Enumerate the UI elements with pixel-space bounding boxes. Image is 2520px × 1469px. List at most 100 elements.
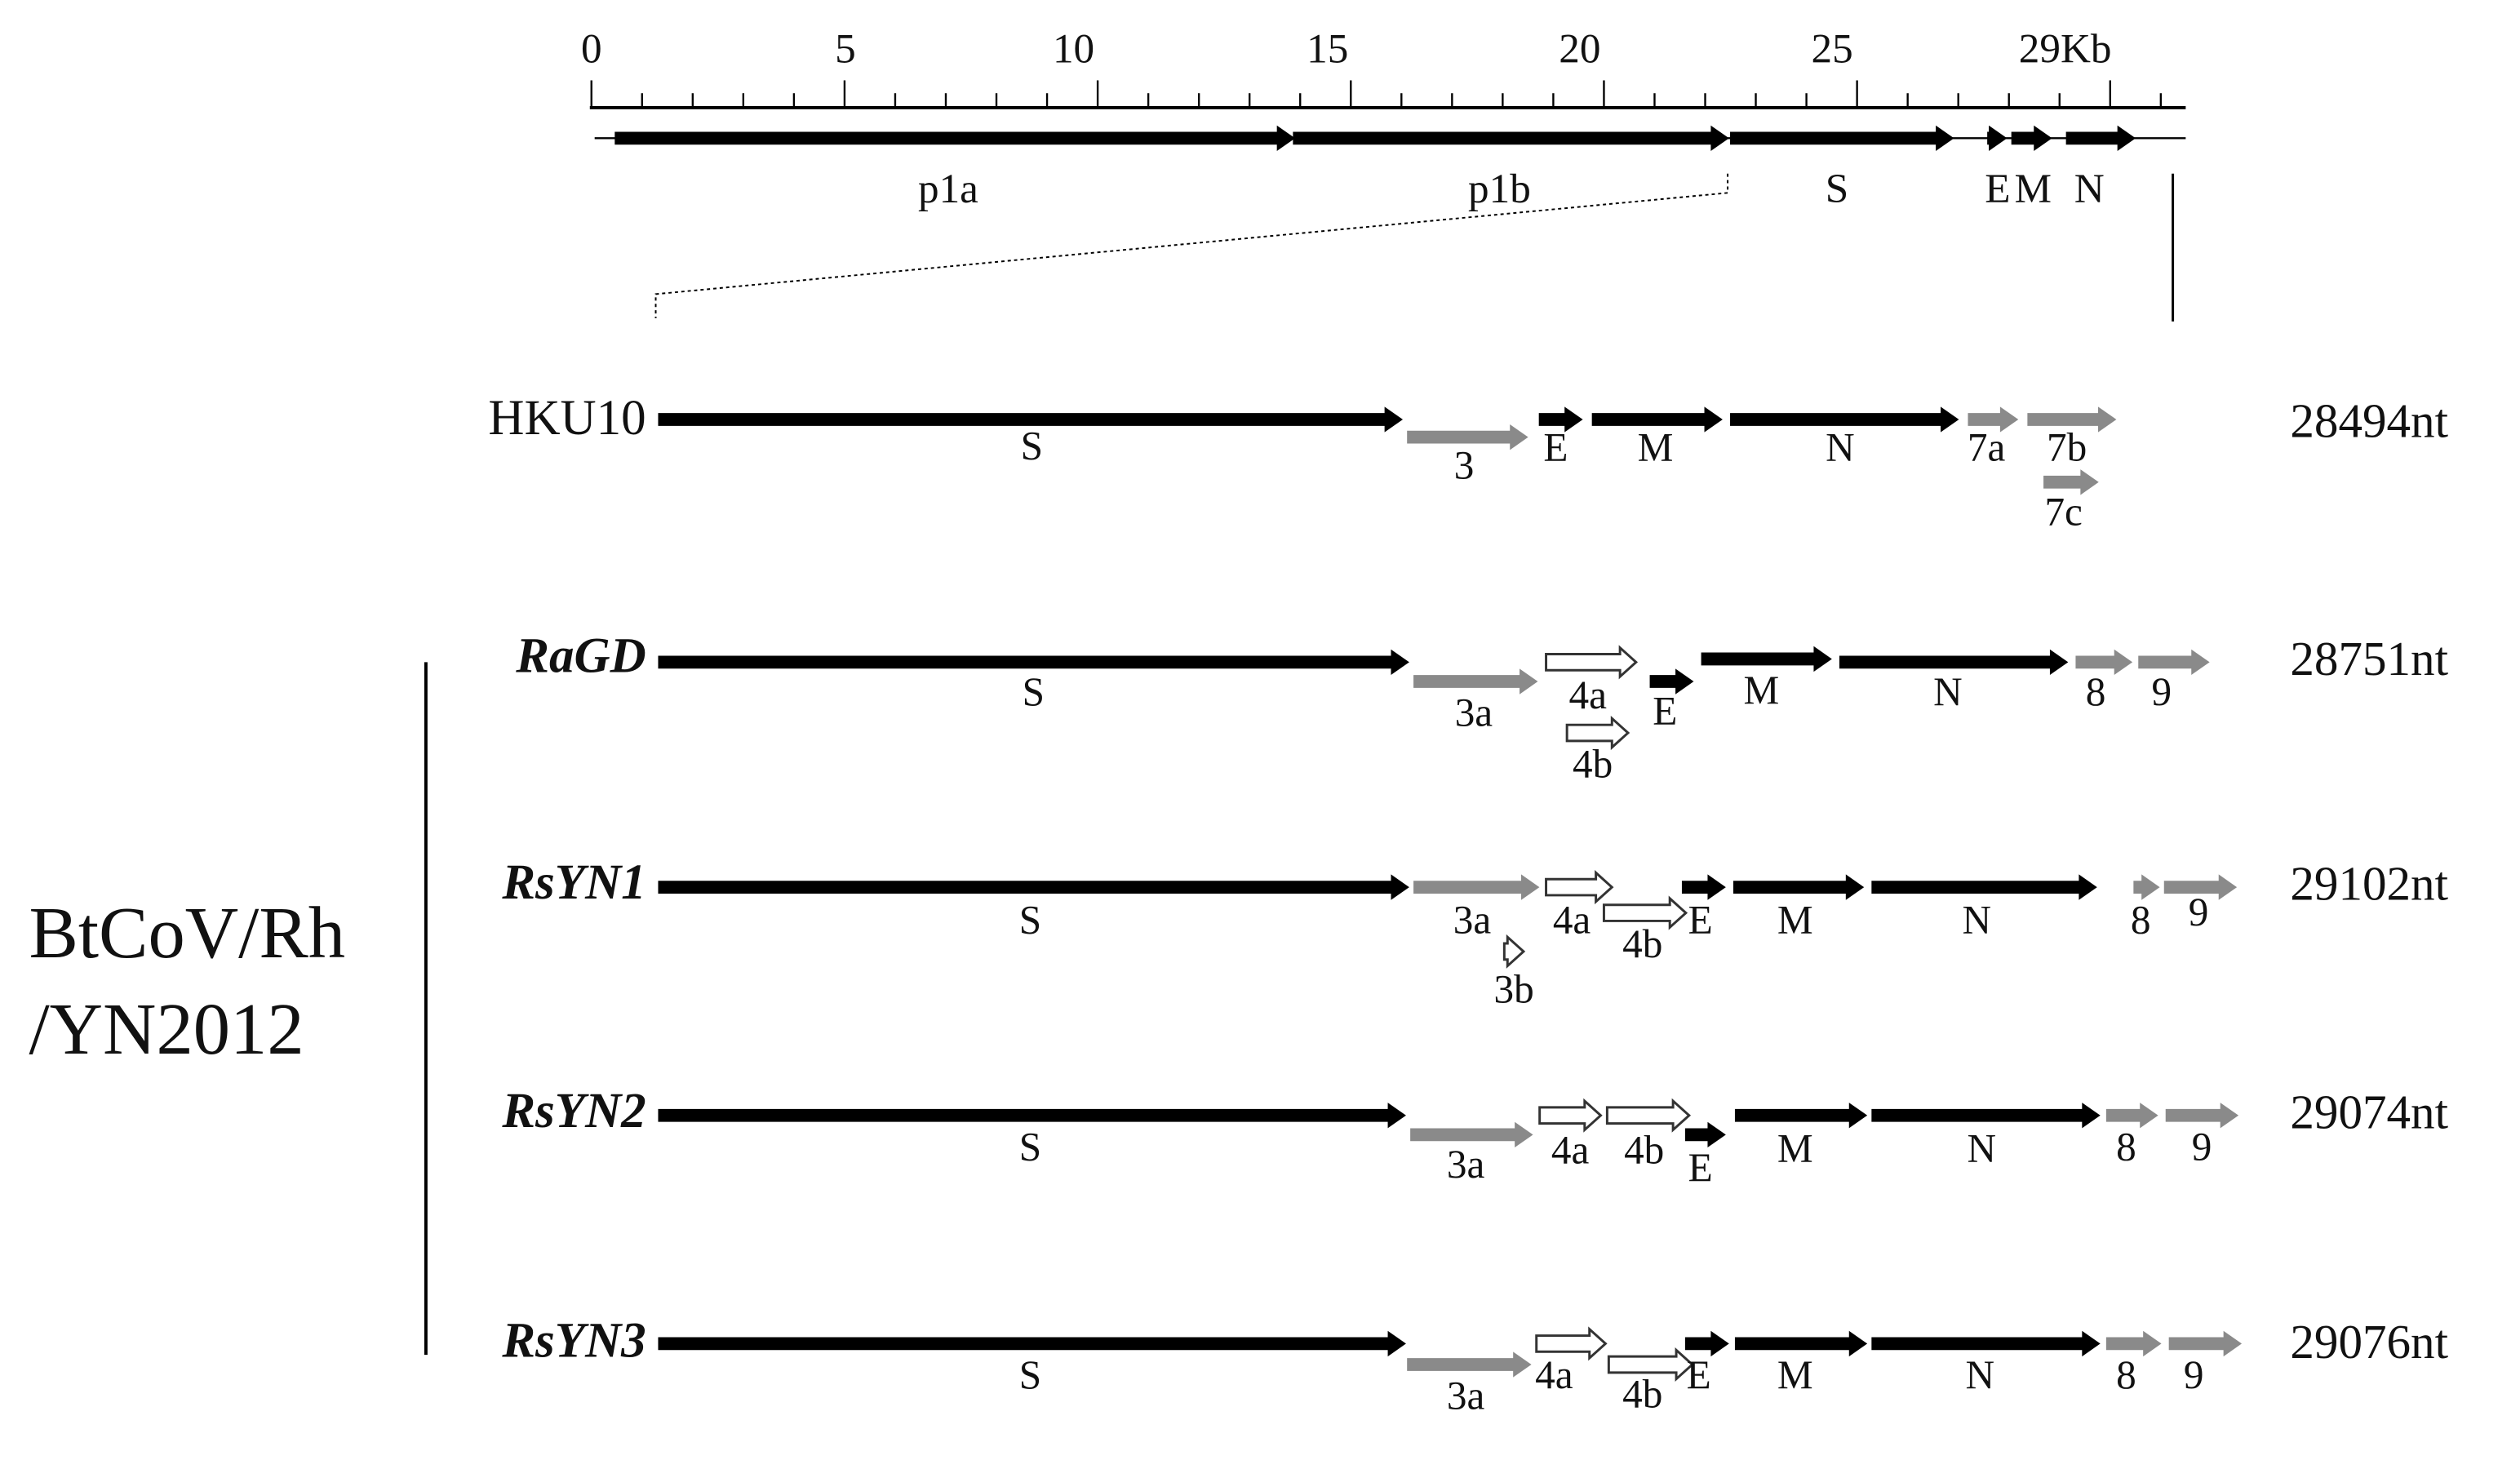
gene-label: M [1744,668,1780,712]
gene-label: 9 [2189,890,2209,934]
gene-arrow [1407,424,1528,450]
group-label: /YN2012 [29,987,304,1070]
gene-label: 4a [1551,1127,1590,1172]
gene-label: N [2074,166,2105,212]
gene-label: 8 [2086,669,2106,714]
gene-label: M [1638,425,1674,470]
gene-arrow [2133,874,2160,900]
gene-arrow [1701,646,1832,672]
gene-arrow [1732,874,1865,900]
gene-label: 3a [1447,1142,1485,1187]
gene-arrow [1545,645,1639,680]
gene-arrow [1407,1351,1532,1378]
strain-name: RsYN1 [501,855,646,910]
gene-arrow [1871,874,2097,900]
gene-label: 4a [1553,898,1591,943]
gene-arrow [1538,1098,1603,1133]
gene-label: N [1967,1125,1996,1170]
gene-label: M [2015,166,2052,212]
gene-label: N [1963,898,1992,943]
scale-label: 5 [835,26,856,73]
scale-label: 25 [1812,26,1853,73]
gene-arrow [658,1103,1406,1129]
gene-label: M [1777,898,1813,943]
gene-arrow [1968,406,2019,433]
gene-arrow [1591,406,1723,433]
gene-arrow [1649,668,1694,695]
gene-arrow [658,874,1409,900]
gene-label: 9 [2152,669,2172,714]
gene-label: 9 [2192,1124,2212,1169]
gene-label: 3 [1454,442,1475,487]
scale-label: 29Kb [2019,26,2112,73]
gene-label: N [1966,1352,1995,1397]
gene-arrow [2027,406,2117,433]
gene-arrow [1538,406,1583,433]
gene-arrow [1734,1330,1868,1357]
gene-label: E [1688,1145,1713,1190]
scale-label: 10 [1053,26,1094,73]
gene-label: E [1688,898,1713,943]
gene-arrow [1410,1121,1533,1148]
gene-arrow [1839,649,2069,676]
genome-length: 28751nt [2290,632,2448,686]
gene-label: 7a [1968,425,2006,470]
gene-label: N [1933,669,1963,714]
gene-label: 3b [1494,966,1534,1011]
genome-length: 29076nt [2290,1315,2448,1369]
genome-length: 29074nt [2290,1085,2448,1138]
genome-length: 29102nt [2290,857,2448,911]
gene-arrow [2105,1103,2158,1129]
gene-label: 4b [1622,1372,1662,1417]
gene-arrow [1293,125,1729,152]
gene-arrow [1871,1103,2101,1129]
gene-label: 3a [1453,898,1492,943]
group-label: BtCoV/Rh [29,891,345,974]
gene-arrow [2075,649,2133,676]
gene-arrow [2163,874,2238,900]
gene-arrow [1502,934,1526,969]
gene-arrow [2105,1330,2162,1357]
gene-arrow [658,649,1409,676]
gene-arrow [1602,895,1688,930]
gene-label: 8 [2131,898,2151,943]
gene-label: 7b [2047,425,2087,470]
gene-label: M [1777,1352,1813,1397]
gene-label: 4a [1569,672,1608,717]
gene-arrow [1565,715,1630,751]
gene-label: p1b [1468,166,1531,212]
gene-label: S [1826,166,1848,212]
gene-label: E [1543,425,1568,470]
gene-label: 3a [1455,690,1493,735]
gene-arrow [2165,1103,2239,1129]
strain-name: RaGD [515,628,646,683]
gene-label: p1a [918,166,978,212]
gene-label: N [1826,425,1855,470]
gene-label: 7c [2044,489,2082,534]
gene-label: S [1021,424,1043,468]
gene-label: 4b [1573,742,1613,787]
genome-length: 28494nt [2290,393,2448,447]
gene-label: 3a [1447,1374,1485,1418]
gene-arrow [1545,870,1614,905]
gene-label: M [1777,1125,1813,1170]
gene-arrow [1730,125,1954,152]
gene-arrow [1413,874,1540,900]
gene-label: S [1019,1124,1041,1169]
gene-arrow [1605,1098,1692,1133]
gene-arrow [1987,125,2008,152]
gene-label: 8 [2116,1352,2136,1397]
gene-arrow [658,1330,1406,1357]
gene-arrow [1681,874,1726,900]
gene-label: E [1653,689,1677,734]
gene-label: S [1023,669,1045,714]
gene-arrow [1607,1347,1694,1382]
strain-name: HKU10 [488,391,646,446]
scale-label: 0 [581,26,602,73]
gene-label: 4b [1624,1127,1664,1172]
gene-arrow [658,406,1404,433]
zoom-line [654,173,1729,318]
gene-label: 4b [1622,921,1662,966]
gene-arrow [1413,668,1538,695]
